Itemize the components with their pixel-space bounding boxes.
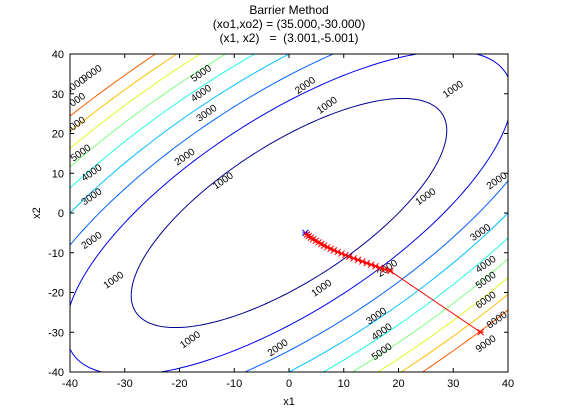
contour-label-2000: 2000 — [173, 146, 198, 168]
contour-label-1000: 1000 — [441, 79, 466, 101]
y-tick-label: 30 — [52, 89, 64, 101]
contour-labels: 1000100010001000100010001000200020002000… — [63, 63, 510, 363]
contour-label-8000: 8000 — [485, 309, 510, 331]
y-axis-ticks: -40 -30 -20 -10 0 10 20 30 40 — [48, 49, 508, 379]
contour-label-2000: 2000 — [80, 230, 105, 252]
contour-label-7000: 7000 — [63, 91, 88, 113]
y-tick-label: -30 — [48, 327, 64, 339]
contour-label-3000: 3000 — [80, 186, 105, 208]
x-tick-label: -20 — [172, 378, 188, 390]
contour-label-1000: 1000 — [178, 329, 203, 351]
contour-line-1000 — [130, 97, 448, 329]
chart-title-line1: Barrier Method — [249, 3, 328, 17]
contour-label-1000: 1000 — [310, 278, 335, 300]
y-tick-label: 40 — [52, 49, 64, 61]
x-axis-label: x1 — [283, 396, 295, 408]
contour-label-9000: 9000 — [80, 63, 105, 85]
contour-label-5000: 5000 — [69, 142, 94, 164]
contour-label-4000: 4000 — [189, 83, 214, 105]
optimization-path — [302, 229, 484, 336]
contour-label-1000: 1000 — [211, 170, 236, 192]
contour-label-1000: 1000 — [414, 186, 439, 208]
y-tick-label: 0 — [58, 208, 64, 220]
x-tick-label: 0 — [286, 378, 292, 390]
contour-label-3000: 3000 — [195, 103, 220, 125]
contour-label-9000: 9000 — [474, 333, 499, 355]
contour-label-6000: 6000 — [63, 115, 88, 137]
x-axis-ticks: -40 -30 -20 -10 0 10 20 30 40 — [62, 54, 514, 390]
contour-label-5000: 5000 — [370, 341, 395, 363]
contour-line-3000 — [70, 54, 508, 372]
contour-label-6000: 6000 — [474, 289, 499, 311]
chart-title-line2: (xo1,xo2) = (35.000,-30.000) — [213, 17, 365, 31]
plot-frame — [69, 53, 509, 373]
x-tick-label: 40 — [502, 378, 514, 390]
path-marker — [381, 266, 389, 273]
y-axis-label: x2 — [31, 207, 43, 219]
y-tick-label: 20 — [52, 129, 64, 141]
contour-label-5000: 5000 — [189, 63, 214, 85]
y-tick-label: -20 — [48, 288, 64, 300]
y-tick-label: -10 — [48, 248, 64, 260]
x-tick-label: -30 — [117, 378, 133, 390]
contour-line-2000 — [70, 54, 508, 372]
x-tick-label: 20 — [392, 378, 404, 390]
path-marker — [386, 267, 394, 275]
y-tick-label: 10 — [52, 168, 64, 180]
x-tick-label: -40 — [62, 378, 78, 390]
x-tick-label: 10 — [338, 378, 350, 390]
path-marker — [477, 328, 484, 336]
contour-label-2000: 2000 — [293, 75, 318, 97]
x-tick-label: -10 — [226, 378, 242, 390]
contour-label-1000: 1000 — [315, 95, 340, 117]
x-tick-label: 30 — [447, 378, 459, 390]
contour-label-1000: 1000 — [102, 270, 127, 292]
y-tick-label: -40 — [48, 367, 64, 379]
contour-label-3000: 3000 — [468, 222, 493, 244]
chart-title-line3: (x1, x2) = (3.001,-5.001) — [219, 31, 358, 45]
contour-label-4000: 4000 — [474, 254, 499, 276]
contour-label-4000: 4000 — [80, 162, 105, 184]
